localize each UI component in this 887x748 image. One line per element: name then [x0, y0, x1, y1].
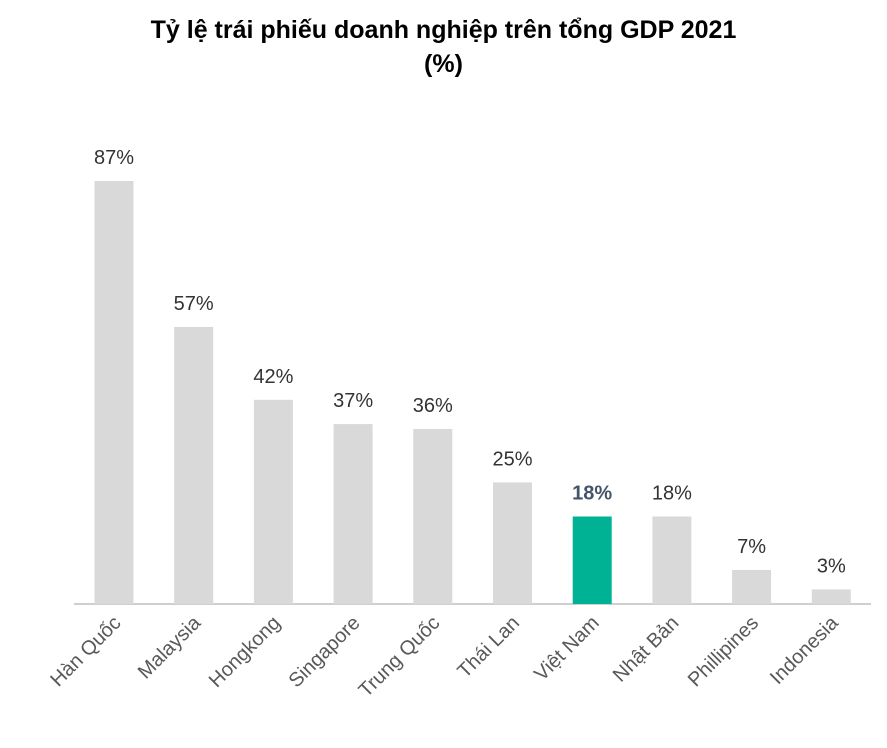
category-label-5: Thái Lan — [453, 612, 524, 683]
data-label-0: 87% — [94, 147, 134, 169]
bar-3 — [333, 424, 373, 604]
data-label-1: 57% — [174, 293, 214, 315]
bar-2 — [253, 399, 293, 604]
category-label-4: Trung Quốc — [355, 612, 445, 702]
chart-subtitle: (%) — [424, 50, 463, 78]
bar-8 — [732, 570, 772, 604]
bar-6 — [572, 516, 612, 604]
category-label-2: Hongkong — [205, 612, 285, 692]
category-label-6: Việt Nam — [530, 612, 603, 685]
data-label-4: 36% — [413, 395, 453, 417]
bar-4 — [413, 429, 453, 604]
data-label-5: 25% — [492, 448, 532, 470]
category-label-0: Hàn Quốc — [46, 612, 125, 691]
chart-title: Tỷ lệ trái phiếu doanh nghiệp trên tổng … — [150, 16, 737, 44]
category-label-3: Singapore — [285, 612, 365, 692]
data-label-6: 18% — [572, 483, 612, 505]
data-label-8: 7% — [737, 536, 766, 558]
bar-7 — [652, 516, 692, 604]
category-label-9: Indonesia — [766, 611, 844, 689]
bar-0 — [94, 181, 134, 604]
data-label-7: 18% — [652, 483, 692, 505]
bar-5 — [493, 482, 532, 604]
category-label-7: Nhật Bản — [609, 612, 684, 687]
data-label-2: 42% — [253, 366, 293, 388]
bar-9 — [811, 589, 851, 604]
data-label-9: 3% — [817, 555, 846, 577]
category-label-8: Phillipines — [684, 612, 763, 691]
bar-1 — [174, 326, 214, 604]
category-label-1: Malaysia — [134, 611, 206, 683]
data-label-3: 37% — [333, 390, 373, 412]
